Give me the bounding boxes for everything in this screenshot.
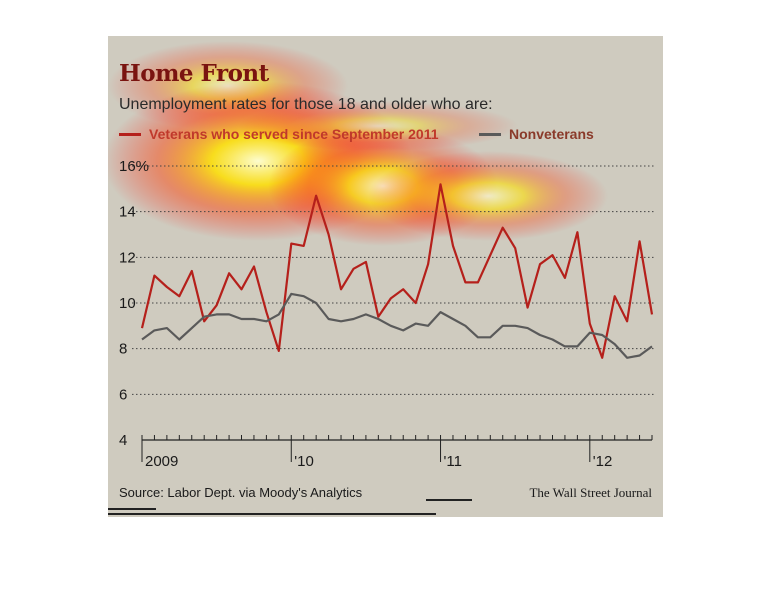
series-line-nonveterans bbox=[141, 292, 653, 359]
x-axis bbox=[141, 435, 653, 462]
x-tick-labels: 2009 '10 '11 '12 bbox=[145, 453, 612, 470]
y-tick-label: 8 bbox=[119, 341, 127, 358]
legend: Veterans who served since September 2011… bbox=[119, 126, 659, 146]
y-tick-label: 10 bbox=[119, 295, 136, 312]
y-tick-label: 12 bbox=[119, 249, 136, 266]
x-tick-label: '12 bbox=[593, 453, 613, 470]
x-tick-label: '11 bbox=[444, 453, 462, 470]
chart-panel: Home Front Unemployment rates for those … bbox=[108, 36, 663, 517]
credit-note: The Wall Street Journal bbox=[529, 485, 652, 500]
y-tick-label: 6 bbox=[119, 386, 127, 403]
chart-title: Home Front bbox=[119, 60, 269, 87]
footer-rule bbox=[108, 513, 436, 515]
legend-item-nonveterans: Nonveterans bbox=[479, 126, 594, 142]
series-lines bbox=[140, 183, 654, 359]
series-line-veterans bbox=[140, 183, 654, 359]
legend-swatch-veterans bbox=[119, 132, 141, 136]
x-tick-label: 2009 bbox=[145, 453, 178, 470]
legend-item-veterans: Veterans who served since September 2011 bbox=[119, 126, 439, 142]
y-tick-label: 4 bbox=[119, 432, 127, 449]
legend-swatch-nonveterans bbox=[479, 132, 501, 136]
y-tick-labels: 4 6 8 10 12 14 16% bbox=[119, 158, 149, 449]
y-tick-label: 14 bbox=[119, 204, 136, 221]
y-tick-label: 16% bbox=[119, 158, 149, 175]
x-tick-label: '10 bbox=[294, 453, 314, 470]
line-chart: 4 6 8 10 12 14 16% 2009 '10 '11 '12 bbox=[119, 158, 654, 470]
chart-subtitle: Unemployment rates for those 18 and olde… bbox=[119, 96, 493, 113]
legend-label-nonveterans: Nonveterans bbox=[509, 126, 594, 142]
legend-label-veterans: Veterans who served since September 2011 bbox=[149, 126, 439, 142]
footer-rule bbox=[426, 499, 472, 501]
footer-rule bbox=[108, 508, 156, 510]
gridlines bbox=[132, 165, 654, 395]
source-note: Source: Labor Dept. via Moody's Analytic… bbox=[119, 485, 363, 500]
